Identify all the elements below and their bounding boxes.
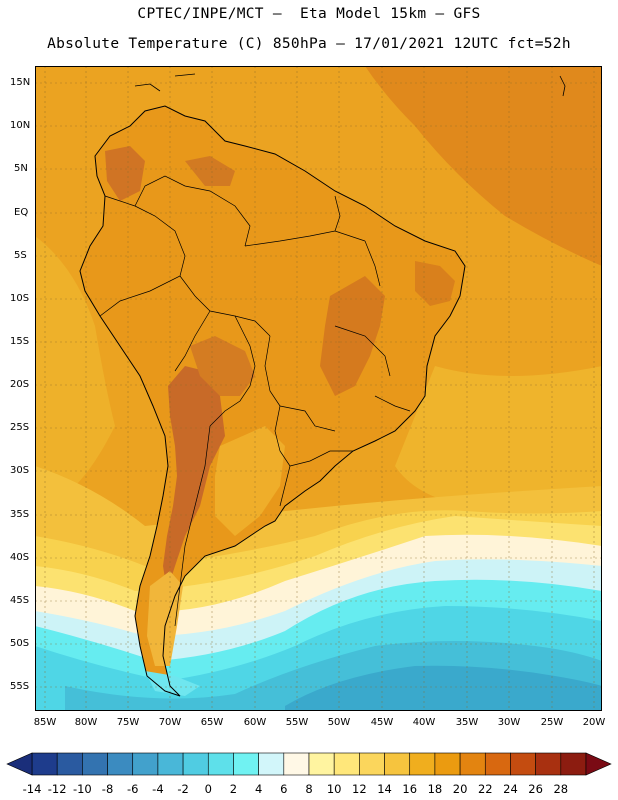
colorbar-label: -4 [152,782,164,796]
colorbar-label: 10 [326,782,342,796]
lon-label: 85W [33,717,57,728]
map-border [35,66,602,711]
colorbar-label: -2 [177,782,189,796]
colorbar-label: 18 [427,782,443,796]
colorbar-label: 28 [553,782,569,796]
andes-hot-strip [163,366,225,591]
colorbar-cell [182,752,209,776]
pacific-cool-band [35,236,115,496]
colorbar [6,752,612,776]
lat-label: 20S [10,379,30,390]
map-subtitle: Absolute Temperature (C) 850hPa — 17/01/… [47,36,571,52]
colombia-warm [105,146,145,201]
lat-label: 10S [10,293,30,304]
temperature-map [35,66,602,711]
colorbar-label: 14 [377,782,392,796]
colorbar-high-end [585,752,612,776]
colorbar-cell [510,752,536,776]
argentina-east-cooler [215,426,285,536]
colorbar-cell [459,752,486,776]
lat-label: 15N [10,77,31,88]
colorbar-cell [384,752,411,776]
brazil-interior-warm [320,276,385,396]
venezuela-warm [185,156,235,186]
lon-label: 60W [243,717,267,728]
colorbar-cell [484,752,511,776]
lat-label: 15S [10,336,30,347]
lon-label: 70W [158,717,182,728]
colorbar-label: -6 [126,782,139,796]
colorbar-label: -14 [22,782,42,796]
band-m4 [285,665,602,711]
colorbar-label: -8 [101,782,114,796]
lon-label: 45W [370,717,394,728]
lat-label: 25S [10,422,30,433]
caribbean-islands [134,73,566,97]
colorbar-label: 6 [280,782,288,796]
colorbar-label: 0 [204,782,212,796]
colorbar-cell [207,752,234,776]
lon-label: 55W [285,717,309,728]
colorbar-cell [535,752,562,776]
colorbar-cell [132,752,159,776]
colorbar-label: 26 [528,782,543,796]
map-canvas [35,66,602,711]
lon-label: 35W [455,717,479,728]
lat-label: 40S [10,552,30,563]
patagonia-cool [147,571,183,666]
colorbar-label: 4 [254,782,263,796]
lon-label: 75W [116,717,140,728]
colorbar-cell [107,752,134,776]
colorbar-cells [31,752,587,776]
colorbar-label: 22 [477,782,493,796]
lat-label: 55S [10,681,30,692]
colorbar-label: 12 [352,782,367,796]
lon-label: 80W [74,717,98,728]
lon-label: 65W [200,717,224,728]
lat-label: 10N [10,120,31,131]
lat-label: 50S [10,638,30,649]
colorbar-label: 8 [305,782,313,796]
colorbar-cell [359,752,385,776]
colorbar-low-end [6,752,33,776]
colorbar-cell [283,752,310,776]
colorbar-cell [233,752,259,776]
lat-label: 5N [14,163,28,174]
map-title: CPTEC/INPE/MCT — Eta Model 15km — GFS [137,6,481,22]
colorbar-label: 16 [402,782,418,796]
colorbar-cell [82,752,108,776]
colorbar-cell [434,752,461,776]
colorbar-cell [31,752,58,776]
lon-label: 50W [327,717,351,728]
lat-label: 30S [10,465,30,476]
colorbar-label: 20 [452,782,468,796]
colorbar-cell [157,752,184,776]
tierra-del-fuego-cool [145,671,200,696]
colorbar-label: 2 [229,782,238,796]
lon-label: 20W [582,717,606,728]
lat-label: 45S [10,595,30,606]
colorbar-cell [560,752,587,776]
country-borders [99,175,411,627]
colorbar-cell [308,752,335,776]
lat-label: 5S [14,250,27,261]
colorbar-label: -10 [72,782,92,796]
colorbar-cell [409,752,436,776]
lat-label: EQ [14,207,29,218]
lon-label: 25W [540,717,564,728]
ne-brazil-warm [415,261,455,306]
coastline [79,105,466,697]
lat-label: 35S [10,509,30,520]
colorbar-label: -12 [47,782,67,796]
colorbar-label: 24 [503,782,518,796]
bolivia-warm [190,336,255,396]
colorbar-cell [56,752,83,776]
lon-label: 40W [412,717,436,728]
colorbar-cell [333,752,360,776]
lon-label: 30W [497,717,521,728]
colorbar-cell [258,752,285,776]
